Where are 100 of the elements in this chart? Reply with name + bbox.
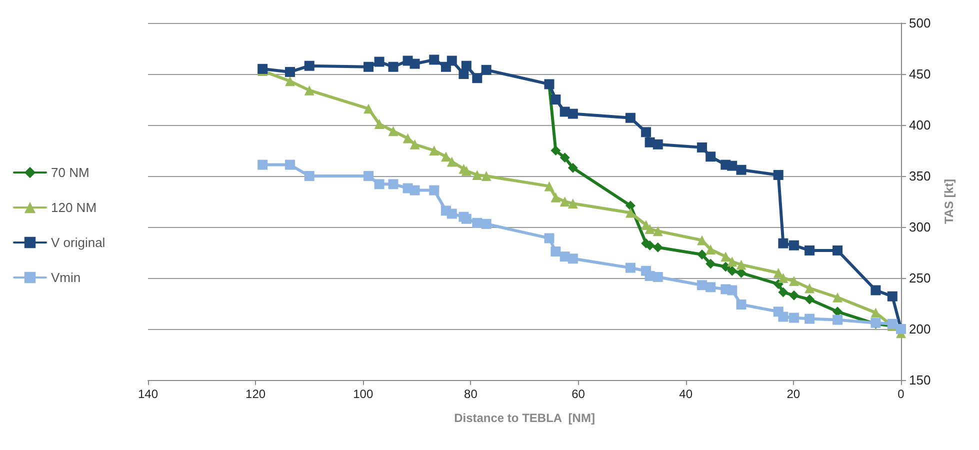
point [832, 245, 843, 256]
point [550, 246, 561, 256]
point [788, 240, 799, 250]
point [472, 73, 482, 84]
point [258, 160, 268, 170]
point [410, 58, 420, 69]
y-tick-label: 300 [909, 220, 931, 234]
point [388, 179, 398, 190]
point [720, 252, 731, 262]
x-tick-label: 100 [353, 387, 374, 401]
point [652, 226, 663, 236]
point [402, 133, 413, 144]
point [696, 235, 707, 246]
point [641, 127, 652, 138]
point [481, 171, 492, 181]
point [727, 160, 738, 171]
point [446, 208, 457, 219]
point [887, 291, 898, 302]
point [706, 152, 716, 162]
point [568, 254, 578, 264]
point [736, 300, 746, 310]
point [788, 312, 799, 323]
point [727, 285, 738, 296]
x-tick-label: 40 [679, 387, 693, 401]
point [568, 108, 578, 119]
point [727, 266, 738, 276]
y-tick-label: 500 [909, 16, 931, 30]
x-tick-label: 120 [246, 387, 266, 401]
point [652, 139, 663, 150]
point [804, 283, 815, 294]
point [568, 162, 578, 173]
point [388, 62, 398, 72]
point [736, 260, 746, 270]
point [284, 76, 295, 86]
point [440, 152, 451, 162]
point [364, 171, 374, 181]
y-tick-label: 350 [909, 168, 931, 184]
point [720, 262, 731, 272]
point [284, 160, 295, 170]
point [706, 282, 716, 292]
point [304, 171, 314, 181]
x-tick-label: 80 [464, 387, 478, 401]
point [832, 314, 843, 325]
point [544, 181, 554, 192]
point [788, 290, 799, 300]
point [374, 118, 384, 129]
point [773, 268, 784, 278]
point [304, 60, 314, 71]
point [727, 256, 738, 267]
point [388, 126, 398, 136]
point [550, 146, 561, 156]
point [870, 285, 881, 296]
point [304, 85, 314, 96]
point [625, 112, 636, 123]
legend-label: 70 NM [51, 165, 90, 180]
point [778, 238, 788, 248]
point [644, 224, 655, 234]
legend-label: V original [51, 235, 106, 250]
point [706, 244, 716, 254]
point [446, 56, 457, 66]
point [461, 166, 472, 176]
point [446, 156, 457, 167]
x-tick-label: 60 [572, 387, 586, 401]
y-tick-label: 450 [909, 66, 931, 82]
point [461, 214, 472, 224]
point [429, 146, 440, 156]
point [461, 60, 472, 71]
point [773, 170, 784, 180]
point [364, 104, 374, 114]
x-tick-label: 0 [898, 387, 905, 401]
point [778, 273, 788, 283]
point [778, 287, 788, 298]
point [374, 56, 384, 67]
point [544, 233, 554, 244]
point [560, 196, 570, 206]
point [550, 94, 561, 104]
point [706, 258, 716, 269]
point [429, 185, 440, 196]
point [374, 179, 384, 190]
point [652, 272, 663, 282]
point [550, 192, 561, 202]
point [625, 262, 636, 273]
point [560, 152, 570, 163]
point [696, 142, 707, 152]
point [652, 242, 663, 252]
point [870, 308, 881, 318]
x-tick-label: 140 [138, 387, 158, 401]
point [364, 62, 374, 72]
point [625, 200, 636, 211]
point [778, 312, 788, 322]
point [284, 66, 295, 77]
legend-label: 120 NM [51, 200, 97, 215]
point [481, 64, 492, 75]
point [788, 276, 799, 286]
y-tick-label: 400 [909, 118, 931, 132]
point [804, 314, 815, 324]
point [429, 54, 440, 65]
point [410, 185, 420, 196]
x-axis-title: Distance to TEBLA [NM] [454, 411, 595, 425]
point [832, 292, 843, 302]
